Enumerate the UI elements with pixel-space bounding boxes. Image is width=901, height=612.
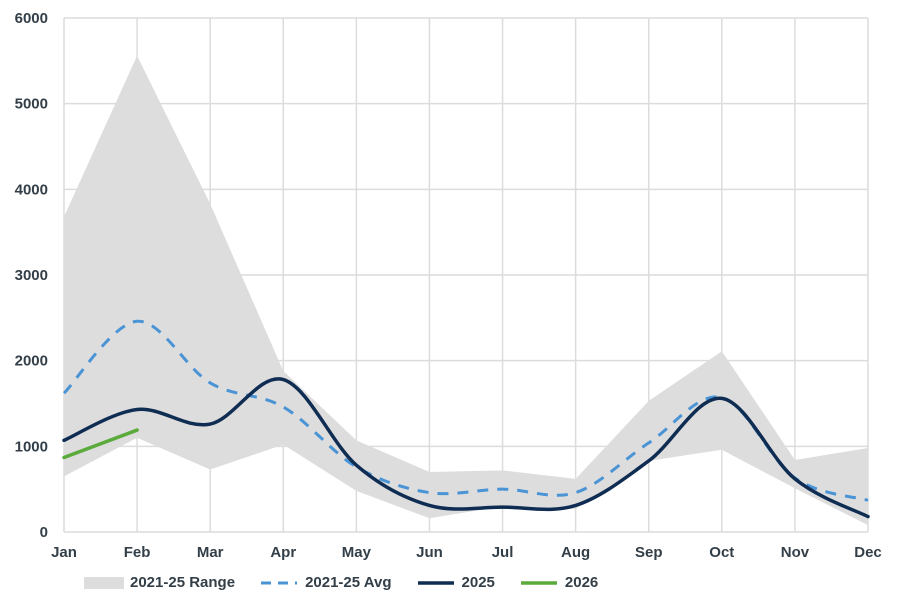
x-tick-label: Sep [635, 544, 663, 561]
y-tick-label: 2000 [15, 353, 48, 370]
legend-item-2025: 2025 [416, 574, 495, 591]
legend-label-avg: 2021-25 Avg [305, 574, 392, 591]
legend-item-avg: 2021-25 Avg [259, 574, 392, 591]
legend-label-2025: 2025 [461, 574, 495, 591]
y-axis: 0 1000 2000 3000 4000 5000 6000 [15, 10, 48, 541]
range-band-layer [64, 55, 868, 526]
legend-label-range: 2021-25 Range [130, 574, 236, 591]
x-tick-label: Mar [197, 544, 224, 561]
legend-label-2026: 2026 [564, 574, 599, 591]
x-tick-label: Aug [561, 544, 590, 561]
y-tick-label: 0 [40, 524, 48, 541]
x-tick-label: Feb [124, 544, 151, 561]
x-tick-label: Dec [854, 544, 882, 561]
x-tick-label: May [342, 544, 372, 561]
legend: 2021-25 Range 2021-25 Avg 2025 2026 [84, 574, 622, 591]
x-tick-label: Apr [270, 544, 296, 561]
y-tick-label: 3000 [15, 267, 48, 284]
y-tick-label: 5000 [15, 96, 48, 113]
legend-item-range: 2021-25 Range [84, 574, 235, 591]
legend-swatch-range [84, 576, 124, 589]
range-band [64, 55, 868, 526]
series-layer [62, 319, 870, 519]
series-line-2025 [62, 377, 870, 519]
x-tick-label: Jun [416, 544, 443, 561]
x-axis: Jan Feb Mar Apr May Jun Jul Aug Sep Oct Nov Dec [51, 544, 882, 561]
x-tick-label: Nov [781, 544, 810, 561]
legend-swatch-2025 [417, 580, 454, 585]
legend-swatch-2026 [520, 580, 557, 585]
grid [63, 17, 869, 533]
x-tick-label: Jan [51, 544, 77, 561]
x-tick-label: Oct [709, 544, 734, 561]
legend-item-2026: 2026 [519, 574, 598, 591]
legend-swatch-avg [261, 581, 298, 584]
y-tick-label: 6000 [15, 10, 48, 27]
y-tick-label: 4000 [15, 181, 48, 198]
y-tick-label: 1000 [15, 438, 48, 455]
series-line-2026 [62, 428, 139, 460]
x-tick-label: Jul [492, 544, 514, 561]
